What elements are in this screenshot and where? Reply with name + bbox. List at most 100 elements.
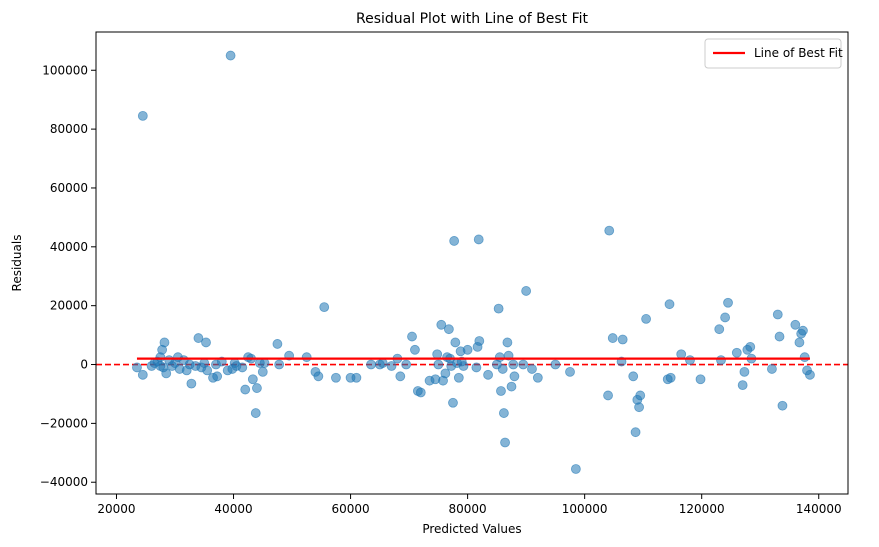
residual-point (550, 359, 561, 370)
residual-point (799, 352, 810, 363)
residual-point (247, 374, 258, 385)
residual-point (664, 299, 675, 310)
residual-point (500, 437, 510, 448)
residual-point (745, 341, 756, 352)
residual-point (132, 362, 142, 373)
residual-point (201, 337, 211, 348)
x-tick-label: 100000 (562, 502, 608, 516)
legend-box (704, 38, 842, 69)
residual-point (473, 234, 484, 245)
y-tick-label: 80000 (50, 122, 88, 136)
residual-point (498, 408, 509, 418)
residual-point (225, 50, 236, 61)
x-tick-label: 20000 (97, 502, 135, 516)
residual-point (607, 333, 618, 343)
residual-point (798, 325, 808, 336)
y-tick-label: 40000 (50, 240, 88, 254)
residual-point (767, 364, 777, 374)
residual-point (432, 349, 443, 360)
residual-point (634, 402, 644, 413)
legend-entry-line-of-best-fit: Line of Best Fit (754, 46, 843, 60)
residual-point (137, 110, 148, 121)
residual-point (450, 337, 461, 348)
residual-point (494, 352, 505, 363)
residual-point (527, 364, 537, 374)
residual-point (617, 334, 628, 345)
residual-point (237, 362, 248, 373)
residual-point (257, 366, 268, 377)
residual-point (506, 381, 517, 392)
residual-point (665, 372, 676, 383)
residual-point (794, 337, 805, 348)
residual-point (471, 362, 482, 373)
residual-point (212, 371, 223, 382)
residual-point (301, 352, 312, 363)
residual-point (805, 369, 815, 380)
residual-point (737, 380, 748, 391)
residual-point (496, 386, 506, 396)
y-tick-label: −40000 (40, 475, 88, 489)
residual-point (250, 408, 261, 418)
residual-point (202, 365, 213, 376)
residual-point (502, 337, 513, 348)
y-tick-label: −20000 (40, 416, 88, 430)
plot-frame (95, 31, 849, 495)
residual-point (351, 372, 362, 383)
legend: Line of Best Fit (704, 38, 843, 69)
residual-point (641, 314, 651, 324)
residual-point (377, 358, 388, 368)
x-tick-label: 40000 (214, 502, 252, 516)
x-tick-label: 120000 (679, 502, 725, 516)
residual-point (565, 366, 575, 377)
residual-point (790, 319, 801, 330)
residual-point (386, 361, 397, 371)
residual-point (604, 225, 615, 236)
residual-point (319, 302, 330, 313)
residual-point (410, 344, 420, 355)
residual-point (193, 333, 204, 343)
residual-point (440, 368, 451, 379)
residual-point (448, 397, 458, 408)
residual-point (436, 319, 447, 330)
residual-point (274, 359, 285, 370)
residual-point (186, 378, 197, 389)
residual-point (401, 359, 412, 370)
residual-point (433, 359, 444, 370)
residual-point (714, 324, 725, 335)
residual-point (570, 464, 581, 474)
residual-point (415, 387, 426, 398)
x-axis-label: Predicted Values (422, 522, 521, 536)
residual-point (331, 372, 341, 383)
residual-point (628, 371, 639, 382)
residual-point (395, 371, 406, 382)
x-axis: 20000 40000 60000 80000 100000 120000 140000 (97, 494, 842, 516)
residual-point (259, 358, 270, 368)
residual-point (695, 374, 706, 385)
y-tick-label: 0 (80, 358, 88, 372)
residual-point (462, 344, 473, 355)
residual-point (521, 286, 532, 296)
residual-point (777, 400, 788, 411)
y-axis-label: Residuals (10, 235, 24, 292)
residual-point (532, 372, 543, 383)
residual-point (493, 303, 504, 314)
residual-point (772, 309, 783, 320)
residual-point (483, 369, 493, 380)
residual-point (723, 297, 733, 308)
y-tick-label: 100000 (42, 63, 88, 77)
residual-point (443, 324, 454, 335)
residual-point (716, 355, 726, 366)
x-tick-label: 140000 (796, 502, 842, 516)
residual-point (474, 336, 485, 346)
residual-point (161, 368, 172, 379)
residual-point (453, 372, 464, 383)
residual-point (159, 337, 170, 348)
residual-point (509, 371, 520, 382)
residual-point (720, 312, 731, 323)
residual-point (240, 384, 251, 395)
residual-point (774, 331, 785, 342)
residual-point (685, 355, 695, 366)
residual-point (313, 371, 324, 382)
